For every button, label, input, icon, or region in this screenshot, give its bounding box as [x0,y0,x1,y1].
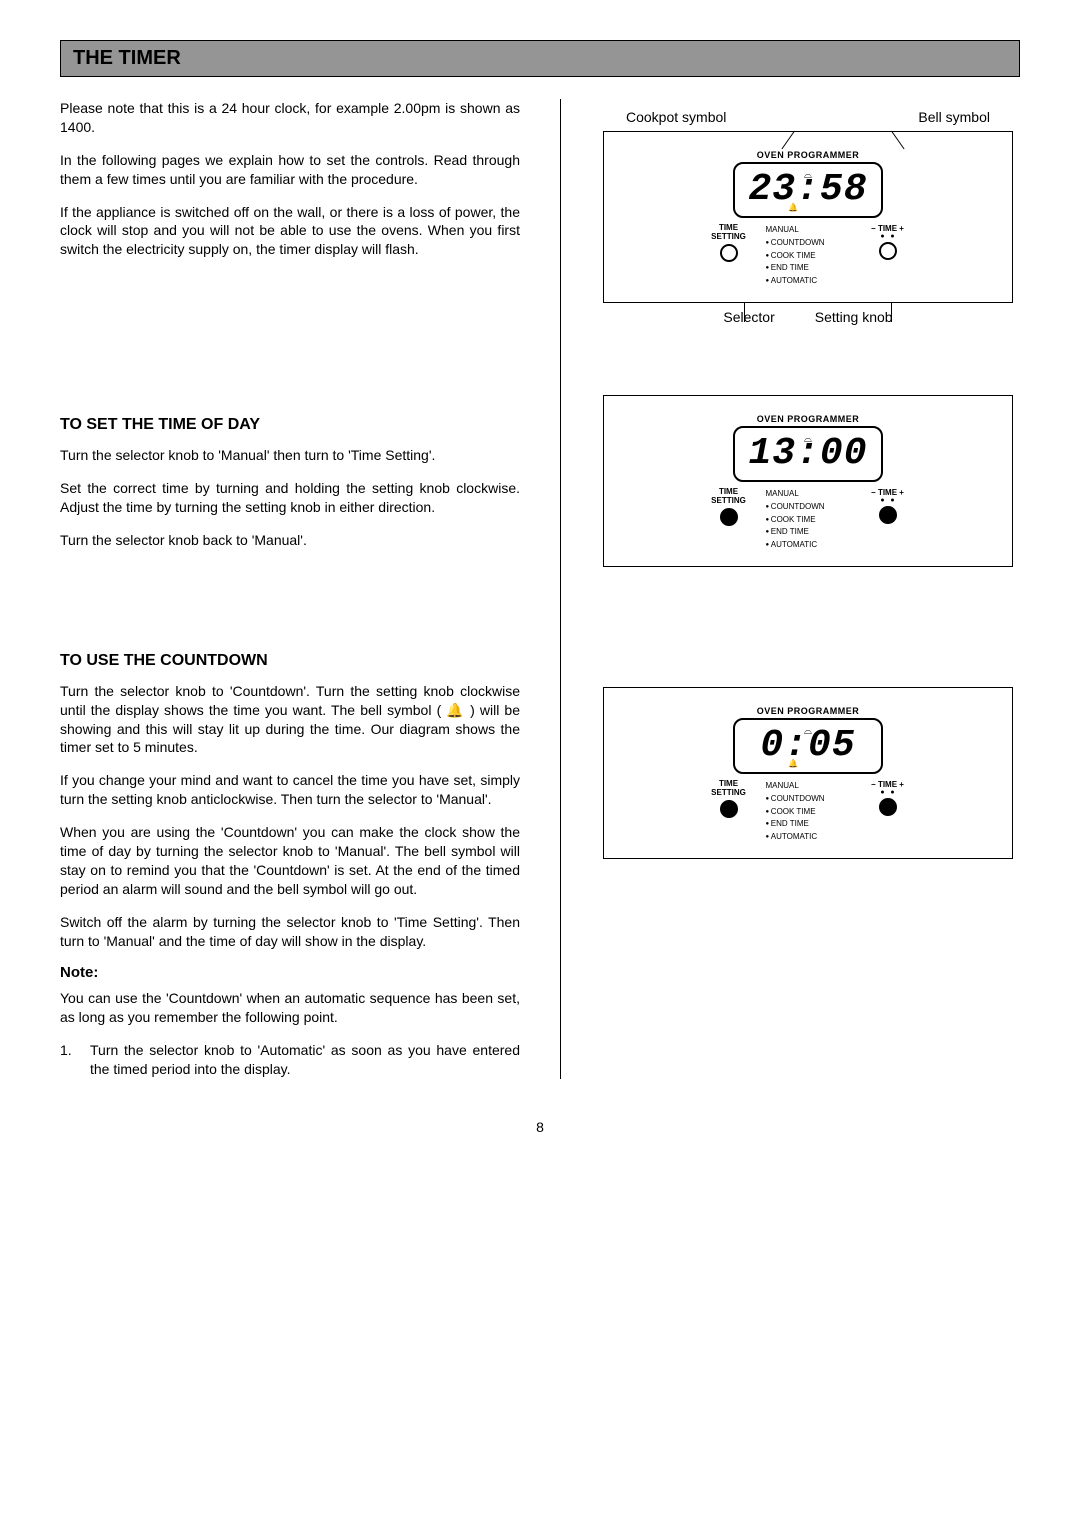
mode-countdown: COUNTDOWN [766,501,851,514]
intro-p2: In the following pages we explain how to… [60,151,520,189]
note-para: You can use the 'Countdown' when an auto… [60,989,520,1027]
diagram-3: OVEN PROGRAMMER ⌓ 0:05 🔔 TIME SETTING MA… [596,687,1020,859]
mode-labels: MANUAL COUNTDOWN COOK TIME END TIME AUTO… [766,224,851,288]
plus-minus-label: − TIME + [861,224,915,233]
lcd-display: ⌓ 23:58 🔔 [733,162,883,218]
time-setting-label: TIME SETTING [702,488,756,506]
pot-icon: ⌓ [804,726,812,737]
bell-icon: 🔔 [788,759,798,768]
mode-automatic: AUTOMATIC [766,831,851,844]
cd-p2: If you change your mind and want to canc… [60,771,520,809]
controls-row: TIME SETTING MANUAL COUNTDOWN COOK TIME … [634,488,982,552]
page-number: 8 [60,1119,1020,1135]
settime-p2: Set the correct time by turning and hold… [60,479,520,517]
pot-icon: ⌓ [804,170,812,181]
setting-knob [879,798,897,816]
selector-label: Selector [723,309,774,325]
mode-labels: MANUAL COUNTDOWN COOK TIME END TIME AUTO… [766,488,851,552]
mode-automatic: AUTOMATIC [766,275,851,288]
timer-panel-2: OVEN PROGRAMMER ⌓ 13:00 TIME SETTING MAN… [603,395,1013,567]
page-title: THE TIMER [73,47,181,69]
mode-countdown: COUNTDOWN [766,793,851,806]
mode-cooktime: COOK TIME [766,514,851,527]
selector-knob [720,508,738,526]
time-setting-label: TIME SETTING [702,780,756,798]
bell-icon: 🔔 [788,203,798,212]
diagram-2: OVEN PROGRAMMER ⌓ 13:00 TIME SETTING MAN… [596,395,1020,567]
mode-countdown: COUNTDOWN [766,237,851,250]
intro-p3: If the appliance is switched off on the … [60,203,520,260]
mode-manual: MANUAL [766,488,851,501]
mode-manual: MANUAL [766,224,851,237]
lcd-display: ⌓ 0:05 🔔 [733,718,883,774]
cd-p4: Switch off the alarm by turning the sele… [60,913,520,951]
programmer-label: OVEN PROGRAMMER [634,150,982,160]
diagram1-top-labels: Cookpot symbol Bell symbol [596,109,1020,131]
plus-minus-label: − TIME + [861,780,915,789]
cookpot-symbol-label: Cookpot symbol [626,109,726,125]
cd-p1: Turn the selector knob to 'Countdown'. T… [60,682,520,758]
heading-set-time: TO SET THE TIME OF DAY [60,416,520,434]
setting-knob-label: Setting knob [815,309,893,325]
mode-automatic: AUTOMATIC [766,539,851,552]
controls-row: TIME SETTING MANUAL COUNTDOWN COOK TIME … [634,780,982,844]
mode-cooktime: COOK TIME [766,250,851,263]
setting-knob [879,506,897,524]
diagram-1: Cookpot symbol Bell symbol OVEN PROGRAMM… [596,109,1020,325]
bell-symbol-label: Bell symbol [918,109,990,125]
mode-labels: MANUAL COUNTDOWN COOK TIME END TIME AUTO… [766,780,851,844]
right-column: Cookpot symbol Bell symbol OVEN PROGRAMM… [560,99,1020,1079]
programmer-label: OVEN PROGRAMMER [634,414,982,424]
setting-knob [879,242,897,260]
plus-minus-label: − TIME + [861,488,915,497]
timer-panel-3: OVEN PROGRAMMER ⌓ 0:05 🔔 TIME SETTING MA… [603,687,1013,859]
note-label: Note: [60,964,520,981]
content-columns: Please note that this is a 24 hour clock… [60,99,1020,1079]
diagram1-bottom-labels: Selector Setting knob [596,303,1020,325]
cd-p3: When you are using the 'Countdown' you c… [60,823,520,899]
left-column: Please note that this is a 24 hour clock… [60,99,520,1079]
mode-cooktime: COOK TIME [766,806,851,819]
lcd-display: ⌓ 13:00 [733,426,883,482]
programmer-label: OVEN PROGRAMMER [634,706,982,716]
settime-p1: Turn the selector knob to 'Manual' then … [60,446,520,465]
settime-p3: Turn the selector knob back to 'Manual'. [60,531,520,550]
mode-endtime: END TIME [766,262,851,275]
mode-endtime: END TIME [766,526,851,539]
mode-manual: MANUAL [766,780,851,793]
selector-knob [720,244,738,262]
timer-panel-1: OVEN PROGRAMMER ⌓ 23:58 🔔 TIME SETTING M… [603,131,1013,303]
controls-row: TIME SETTING MANUAL COUNTDOWN COOK TIME … [634,224,982,288]
intro-p1: Please note that this is a 24 hour clock… [60,99,520,137]
pot-icon: ⌓ [804,434,812,445]
list-number: 1. [60,1041,80,1079]
list-text: Turn the selector knob to 'Automatic' as… [90,1041,520,1079]
mode-endtime: END TIME [766,818,851,831]
selector-knob [720,800,738,818]
time-setting-label: TIME SETTING [702,224,756,242]
list-item: 1. Turn the selector knob to 'Automatic'… [60,1041,520,1079]
heading-countdown: TO USE THE COUNTDOWN [60,652,520,670]
title-bar: THE TIMER [60,40,1020,77]
